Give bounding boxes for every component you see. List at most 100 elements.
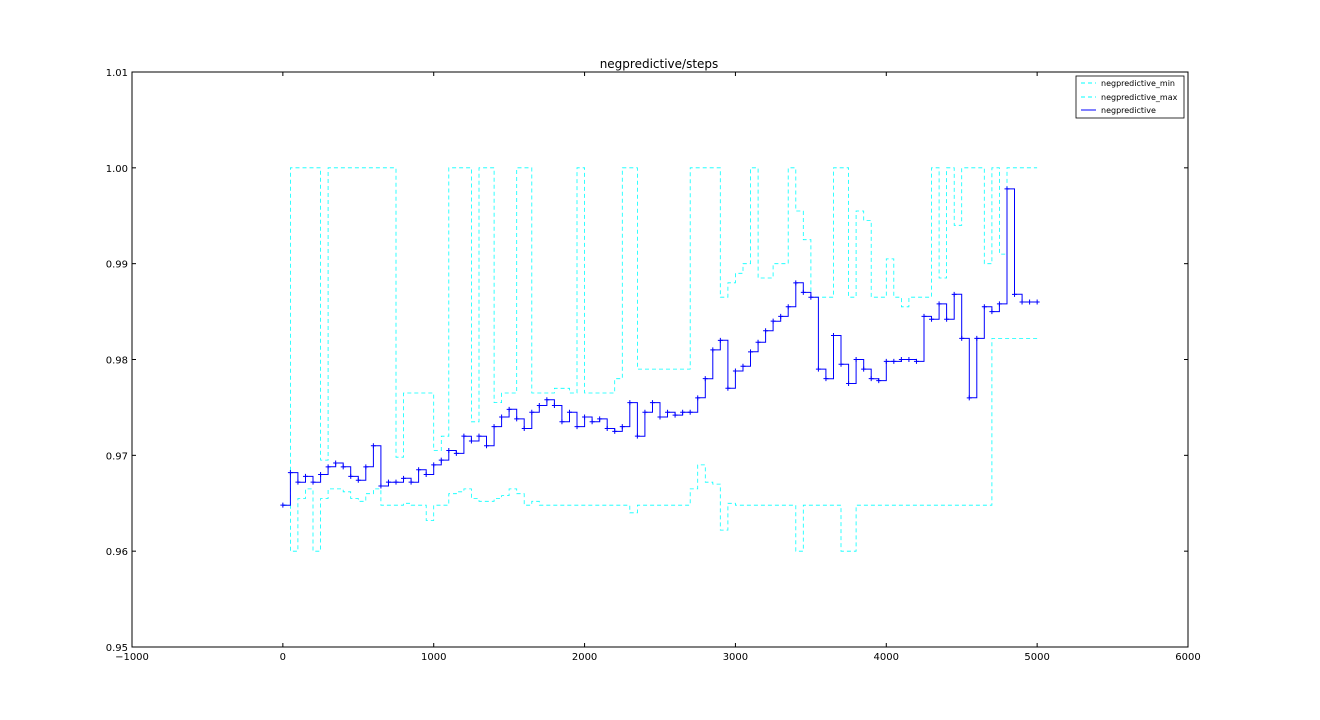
data-point — [378, 483, 384, 489]
data-point — [453, 450, 459, 456]
data-point — [785, 304, 791, 310]
data-point — [363, 464, 369, 470]
data-point — [861, 366, 867, 372]
data-point — [491, 424, 497, 430]
data-point — [755, 339, 761, 345]
data-point — [657, 414, 663, 420]
data-point — [302, 473, 308, 479]
data-point — [536, 403, 542, 408]
data-point — [385, 479, 391, 485]
legend-label-main: negpredictive — [1101, 106, 1156, 115]
data-point — [793, 280, 799, 286]
data-point — [506, 406, 512, 412]
data-point — [913, 358, 919, 364]
x-tick-label: 1000 — [421, 652, 446, 663]
data-point — [340, 464, 346, 470]
series-negpredictive_min — [282, 338, 1038, 552]
data-point — [431, 462, 437, 468]
series-layer — [280, 167, 1040, 552]
data-point — [966, 395, 972, 401]
data-point — [808, 294, 814, 300]
data-point — [710, 347, 716, 353]
data-point — [521, 426, 527, 431]
data-point — [868, 376, 874, 382]
legend-label-max: negpredictive_max — [1101, 93, 1178, 102]
data-point — [936, 301, 942, 307]
data-point — [687, 409, 693, 415]
y-axis: 0.95 0.96 0.97 0.98 0.99 1.00 1.01 — [106, 68, 1188, 654]
data-point — [800, 289, 806, 295]
data-point — [416, 467, 422, 473]
data-point — [725, 385, 731, 391]
data-point — [393, 479, 399, 485]
data-point — [717, 337, 723, 343]
data-point — [649, 400, 655, 406]
data-point — [838, 361, 844, 367]
data-point — [921, 313, 927, 319]
data-point — [680, 409, 686, 415]
y-tick-label: 1.00 — [106, 164, 128, 175]
x-tick-label: 0 — [280, 652, 286, 663]
data-point — [408, 479, 414, 485]
data-point — [763, 328, 769, 334]
data-point — [1034, 299, 1040, 305]
data-point — [514, 416, 520, 422]
y-tick-label: 0.97 — [106, 451, 128, 462]
data-point — [499, 414, 505, 420]
data-point — [974, 335, 980, 341]
data-point — [672, 412, 678, 418]
data-point — [619, 424, 625, 430]
legend-label-min: negpredictive_min — [1101, 79, 1175, 88]
data-point — [853, 357, 859, 362]
data-point — [461, 433, 467, 439]
data-point — [1004, 186, 1010, 192]
data-point — [830, 333, 836, 339]
data-point — [401, 475, 407, 481]
data-point — [280, 502, 286, 508]
legend: negpredictive_min negpredictive_max negp… — [1075, 75, 1185, 119]
data-point — [438, 457, 444, 463]
data-point — [823, 376, 829, 382]
series-negpredictive_max — [282, 167, 1038, 506]
data-point — [287, 470, 293, 476]
data-point — [891, 358, 897, 364]
data-point — [604, 426, 610, 431]
series-line-negpredictive_min — [282, 338, 1038, 552]
data-point — [310, 479, 316, 485]
data-point — [476, 433, 482, 439]
data-point — [446, 448, 452, 454]
data-point — [566, 409, 572, 415]
x-tick-label: 5000 — [1024, 652, 1049, 663]
data-point — [740, 363, 746, 369]
data-point — [778, 313, 784, 319]
data-point — [846, 380, 852, 386]
x-tick-label: −1000 — [115, 652, 149, 663]
data-point — [544, 397, 550, 403]
data-point — [951, 291, 957, 297]
data-point — [484, 443, 490, 449]
y-tick-label: 1.01 — [106, 68, 128, 79]
data-point — [355, 477, 361, 483]
data-point — [1027, 299, 1033, 305]
data-point — [906, 357, 912, 362]
data-point — [770, 318, 776, 324]
data-point — [959, 335, 965, 341]
data-point — [702, 376, 708, 382]
series-line-negpredictive_max — [282, 167, 1038, 506]
data-point — [333, 460, 339, 466]
data-point — [325, 464, 331, 470]
series-negpredictive — [280, 186, 1040, 508]
y-tick-label: 0.98 — [106, 356, 128, 367]
data-point — [665, 409, 671, 415]
legend-box — [1075, 75, 1185, 119]
data-point — [876, 378, 882, 384]
data-point — [989, 309, 995, 315]
data-point — [1019, 299, 1025, 305]
x-tick-label: 2000 — [572, 652, 597, 663]
data-point — [423, 472, 429, 477]
data-point — [634, 433, 640, 439]
data-point — [642, 409, 648, 415]
data-point — [589, 419, 595, 425]
